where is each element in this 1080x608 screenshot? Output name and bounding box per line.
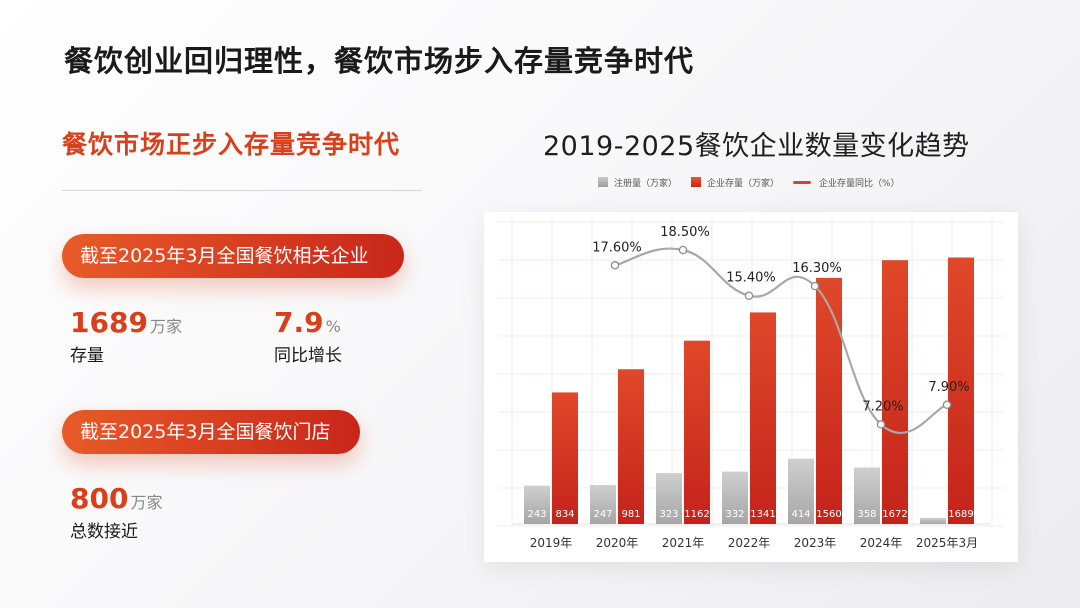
stock-caption: 存量 bbox=[70, 346, 104, 366]
yoy-label: 16.30% bbox=[792, 261, 842, 276]
yoy-point bbox=[610, 261, 620, 270]
legend-stock: 企业存量（万家） bbox=[691, 176, 779, 189]
bar-registrations-label: 323 bbox=[659, 509, 678, 520]
yoy-point bbox=[810, 281, 820, 291]
bar-stock bbox=[750, 312, 776, 524]
growth-unit: % bbox=[325, 317, 341, 336]
bar-stock-label: 1162 bbox=[684, 509, 709, 520]
bar-stock-label: 1560 bbox=[816, 509, 841, 520]
bar-registrations-label: 39 bbox=[927, 509, 940, 520]
stock-stat: 1689 万家 存量 bbox=[70, 306, 182, 366]
yoy-label: 15.40% bbox=[726, 271, 776, 286]
bar-registrations bbox=[524, 485, 550, 524]
bar-registrations-label: 243 bbox=[527, 509, 546, 520]
x-tick-label: 2020年 bbox=[596, 536, 639, 550]
chart-legend: 注册量（万家） 企业存量（万家） 企业存量同比（%） bbox=[598, 175, 914, 189]
bar-stock-label: 1689 bbox=[948, 509, 973, 520]
x-tick-label: 2019年 bbox=[530, 536, 573, 550]
bar-stock-label: 981 bbox=[621, 509, 640, 520]
stock-unit: 万家 bbox=[149, 317, 182, 336]
yoy-point bbox=[744, 291, 754, 300]
bar-registrations-label: 247 bbox=[593, 509, 612, 520]
bar-stock bbox=[552, 392, 578, 524]
bar-registrations-label: 332 bbox=[725, 509, 744, 520]
legend-registrations: 注册量（万家） bbox=[598, 176, 677, 189]
stores-value: 800 bbox=[70, 482, 129, 515]
bar-registrations bbox=[722, 471, 748, 524]
yoy-label: 18.50% bbox=[660, 225, 710, 240]
bar-registrations bbox=[656, 473, 682, 524]
bar-registrations-label: 414 bbox=[791, 509, 810, 520]
x-tick-label: 2021年 bbox=[662, 536, 705, 550]
growth-stat: 7.9% 同比增长 bbox=[274, 306, 342, 366]
bar-registrations bbox=[920, 517, 946, 524]
bar-registrations-label: 358 bbox=[857, 509, 876, 520]
page-title: 餐饮创业回归理性，餐饮市场步入存量竞争时代 bbox=[64, 44, 695, 78]
stores-caption: 总数接近 bbox=[70, 522, 138, 542]
x-tick-label: 2025年3月 bbox=[916, 536, 978, 550]
legend-yoy: 企业存量同比（%） bbox=[793, 176, 900, 189]
divider bbox=[62, 190, 422, 191]
x-tick-label: 2024年 bbox=[860, 536, 903, 550]
stock-value: 1689 bbox=[70, 306, 148, 339]
bar-registrations bbox=[854, 467, 880, 524]
bar-stock bbox=[816, 277, 842, 524]
chart-svg: 243 834 247 981 323 1162 332 1341 414 1560 358 1672… bbox=[498, 218, 1004, 550]
legend-yoy-label: 企业存量同比（%） bbox=[819, 178, 900, 189]
bar-stock-label: 1672 bbox=[882, 509, 907, 520]
enterprise-pill: 截至2025年3月全国餐饮相关企业 bbox=[62, 234, 404, 278]
stores-pill: 截至2025年3月全国餐饮门店 bbox=[62, 410, 360, 454]
bar-registrations bbox=[590, 485, 616, 524]
x-tick-label: 2022年 bbox=[728, 536, 771, 550]
growth-caption: 同比增长 bbox=[274, 346, 342, 366]
bar-stock bbox=[684, 340, 710, 524]
stores-unit: 万家 bbox=[130, 493, 163, 512]
yoy-point bbox=[876, 420, 886, 429]
legend-grey-swatch bbox=[598, 177, 608, 187]
bar-stock bbox=[948, 257, 974, 524]
chart-title: 2019-2025餐饮企业数量变化趋势 bbox=[543, 131, 970, 162]
yoy-label: 7.90% bbox=[928, 380, 969, 395]
bar-stock-label: 834 bbox=[555, 509, 574, 520]
bar-stock bbox=[618, 369, 644, 524]
legend-registrations-label: 注册量（万家） bbox=[614, 178, 678, 189]
legend-stock-label: 企业存量（万家） bbox=[707, 178, 780, 189]
yoy-label: 17.60% bbox=[592, 240, 642, 255]
bar-stock-label: 1341 bbox=[750, 509, 775, 520]
yoy-label: 7.20% bbox=[862, 399, 903, 414]
legend-red-swatch bbox=[691, 177, 702, 187]
yoy-point bbox=[942, 400, 952, 410]
legend-line-swatch bbox=[793, 180, 812, 184]
section-subtitle: 餐饮市场正步入存量竞争时代 bbox=[62, 130, 401, 159]
chart-panel: 243 834 247 981 323 1162 332 1341 414 1560 358 1672… bbox=[484, 212, 1018, 562]
stores-stat: 800 万家 总数接近 bbox=[70, 482, 162, 542]
x-tick-label: 2023年 bbox=[794, 536, 837, 550]
bar-registrations bbox=[788, 458, 814, 524]
bar-stock bbox=[882, 260, 908, 524]
growth-value: 7.9 bbox=[274, 306, 324, 339]
yoy-point bbox=[678, 245, 688, 255]
